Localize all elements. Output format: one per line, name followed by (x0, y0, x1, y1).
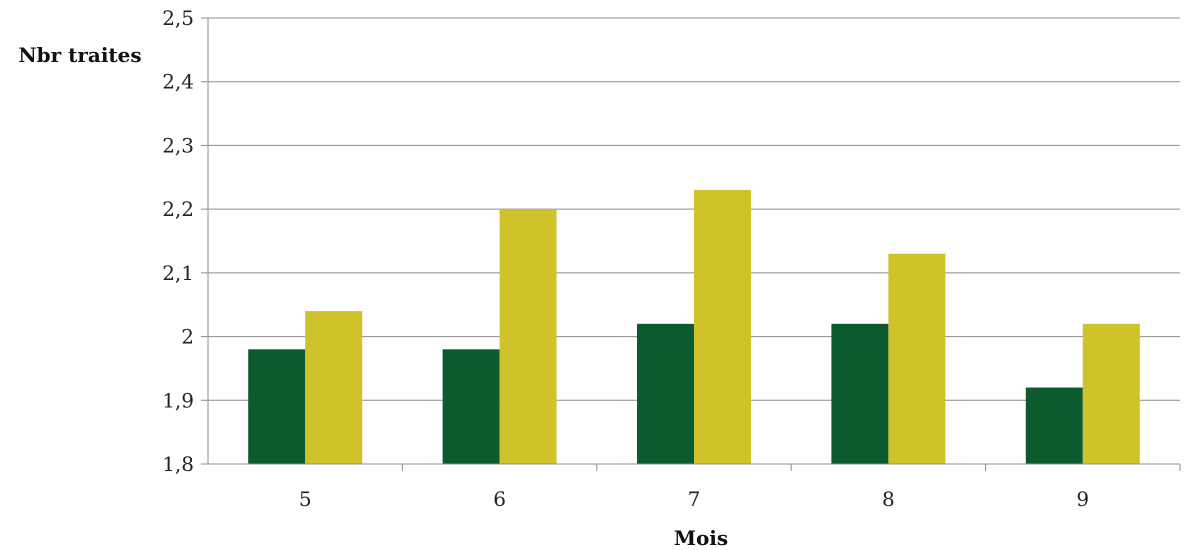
y-tick-label: 2,1 (162, 261, 194, 285)
x-tick-label: 9 (1076, 487, 1089, 511)
y-tick-label: 2,5 (162, 6, 194, 30)
bar-series-1-8 (831, 323, 889, 464)
bar-series-2-8 (888, 253, 946, 464)
bar-series-1-5 (248, 349, 306, 464)
bar-series-1-6 (442, 349, 500, 464)
y-tick-label: 2,4 (162, 70, 194, 94)
y-tick-label: 1,8 (162, 452, 194, 476)
y-axis-title: Nbr traites (18, 43, 141, 67)
x-tick-label: 8 (882, 487, 895, 511)
x-axis-title: Mois (674, 526, 728, 550)
x-tick-label: 5 (299, 487, 312, 511)
bar-series-2-7 (694, 190, 751, 464)
y-tick-label: 2 (181, 325, 194, 349)
axes (201, 17, 1181, 471)
y-tick-label: 1,9 (162, 388, 194, 412)
y-tick-label: 2,2 (162, 197, 194, 221)
bar-series-2-5 (305, 311, 363, 464)
x-tick-labels: 5 6 7 8 9 (299, 487, 1089, 511)
bar-series-1-9 (1025, 387, 1083, 464)
y-tick-labels: 1,8 1,9 2 2,1 2,2 2,3 2,4 2,5 (162, 6, 194, 476)
x-tick-label: 7 (688, 487, 701, 511)
bar-series-2-6 (499, 209, 557, 464)
y-tick-label: 2,3 (162, 133, 194, 157)
x-tick-label: 6 (493, 487, 506, 511)
bars (248, 190, 1140, 464)
bar-series-2-9 (1082, 323, 1140, 464)
bar-series-1-7 (637, 323, 694, 464)
